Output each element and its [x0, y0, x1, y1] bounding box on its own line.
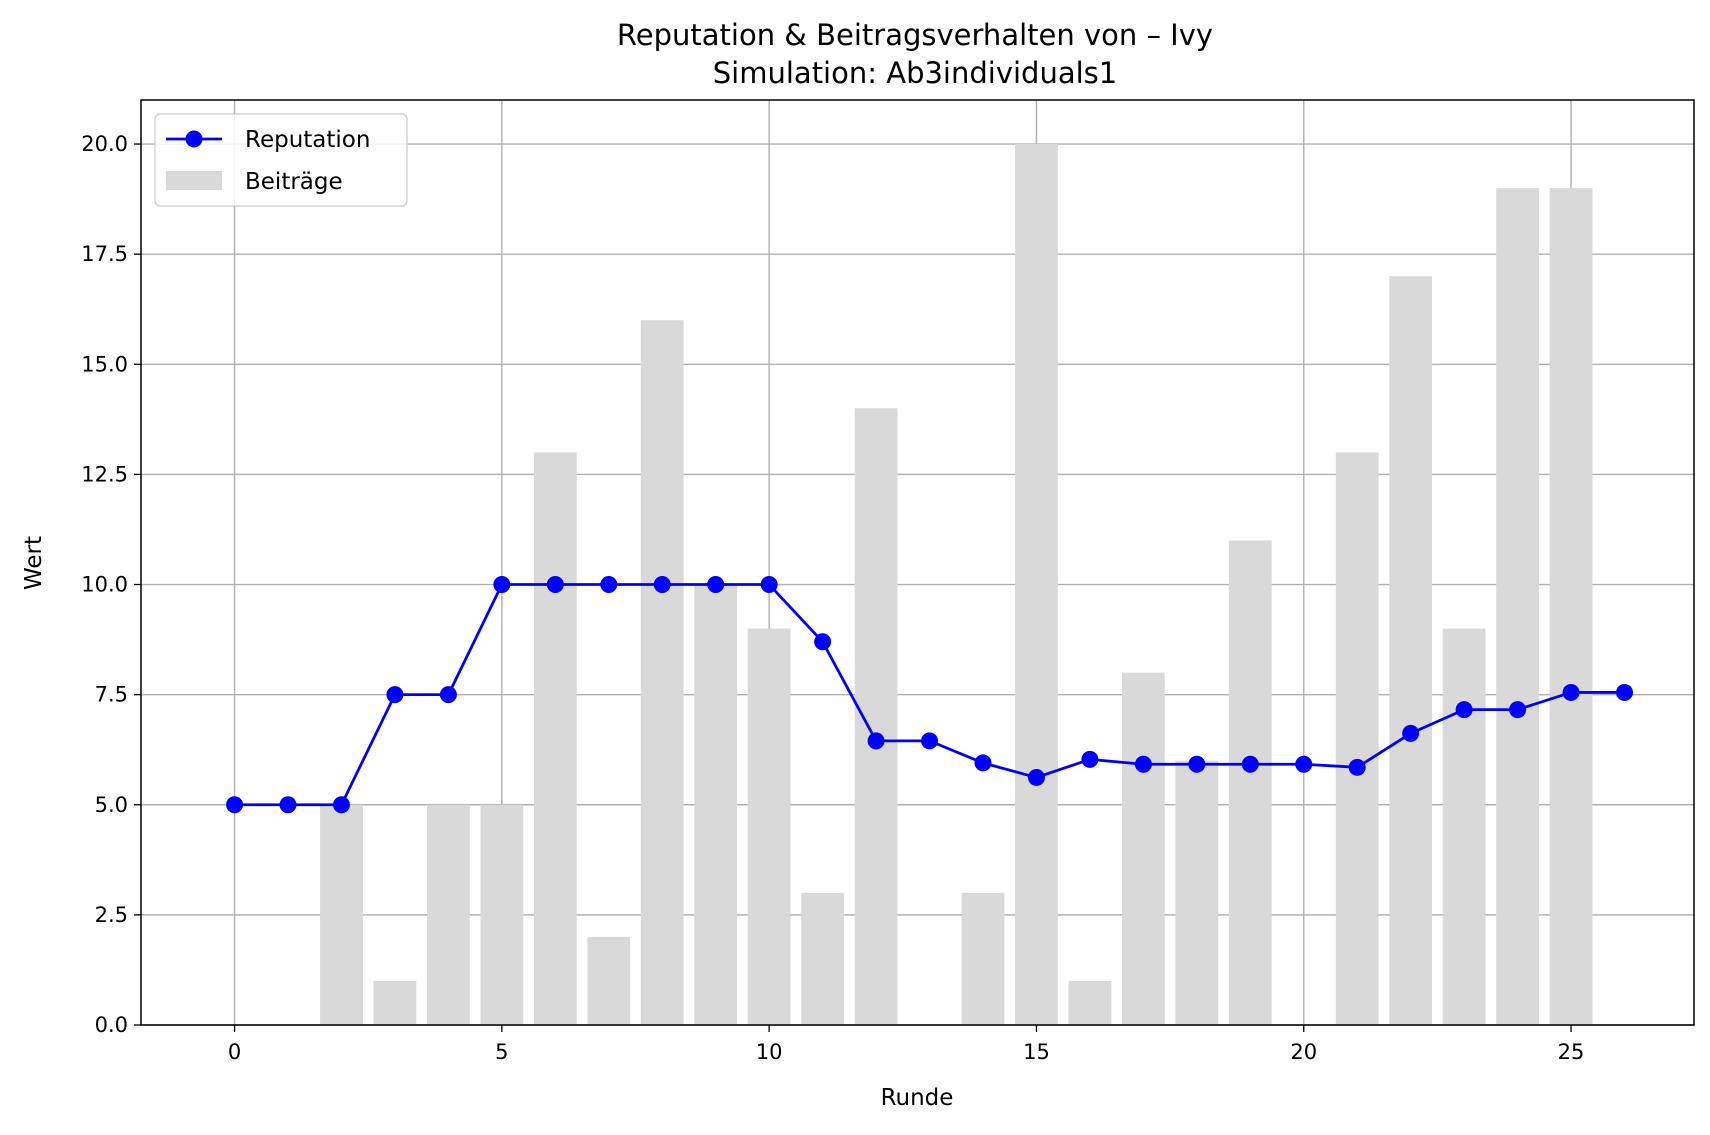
contribution-bar [427, 804, 470, 1025]
reputation-point [1348, 758, 1366, 776]
contribution-bar [694, 584, 738, 1025]
reputation-point [1134, 755, 1152, 773]
reputation-point [867, 732, 885, 750]
x-tick-label: 0 [228, 1040, 241, 1064]
reputation-point [653, 576, 671, 594]
contribution-bar [1175, 760, 1219, 1025]
contribution-bar [1015, 144, 1058, 1026]
y-tick-label: 2.5 [95, 903, 128, 927]
reputation-point [1188, 755, 1206, 773]
reputation-point [760, 576, 778, 594]
reputation-point [1562, 683, 1580, 701]
contribution-bar [587, 936, 631, 1025]
reputation-point [707, 576, 725, 594]
contribution-bar [961, 892, 1005, 1025]
contribution-bar [320, 804, 363, 1025]
x-tick-label: 15 [1023, 1040, 1050, 1064]
legend-reputation-marker-swatch [185, 130, 203, 148]
x-tick-label: 25 [1558, 1040, 1585, 1064]
y-tick-label: 0.0 [95, 1013, 128, 1037]
contribution-bar [373, 980, 417, 1025]
x-tick-label: 10 [756, 1040, 783, 1064]
contribution-bar [1228, 540, 1272, 1025]
contribution-bar [1442, 628, 1486, 1025]
contribution-bar [1389, 276, 1433, 1025]
reputation-point [600, 576, 618, 594]
reputation-point [1616, 683, 1634, 701]
chart-title: Reputation & Beitragsverhalten von – Ivy [617, 18, 1213, 52]
reputation-point [439, 686, 457, 704]
contribution-bar [533, 452, 577, 1025]
plot-frame [140, 99, 1695, 1026]
contribution-bar [854, 408, 898, 1025]
y-tick-label: 20.0 [81, 132, 128, 156]
reputation-point [1295, 755, 1313, 773]
legend-beitraege-bar-swatch [166, 171, 222, 190]
chart-subtitle: Simulation: Ab3individuals1 [713, 56, 1117, 90]
reputation-point [1402, 724, 1420, 742]
legend-label-reputation: Reputation [245, 127, 370, 153]
y-tick-label: 7.5 [95, 683, 128, 707]
reputation-point [226, 796, 244, 814]
reputation-point [386, 686, 404, 704]
contribution-bar [1549, 188, 1593, 1026]
reputation-point [1509, 701, 1527, 719]
bar-series [320, 144, 1593, 1026]
y-tick-label: 12.5 [81, 462, 128, 486]
contribution-bar [747, 628, 791, 1025]
reputation-point [814, 633, 832, 651]
reputation-point [279, 796, 297, 814]
axis-ticks: 0 5 10 15 20 25 0.0 2.5 5.0 7.5 10.0 12.5 15.0 17.5 20… [81, 132, 1584, 1064]
contribution-bar [640, 320, 684, 1025]
y-tick-label: 5.0 [95, 793, 128, 817]
reputation-point [1455, 701, 1473, 719]
contribution-bar [480, 804, 524, 1025]
x-tick-label: 5 [495, 1040, 508, 1064]
contribution-bar [1496, 188, 1539, 1026]
reputation-point [1241, 755, 1259, 773]
y-tick-label: 10.0 [81, 573, 128, 597]
reputation-point [1027, 768, 1045, 786]
reputation-point [921, 732, 939, 750]
reputation-point [332, 796, 350, 814]
y-axis-label: Wert [21, 536, 47, 590]
contribution-bar [1121, 672, 1165, 1025]
reputation-point [974, 754, 992, 772]
y-tick-label: 17.5 [81, 242, 128, 266]
reputation-point [493, 576, 511, 594]
legend-label-beitraege: Beiträge [245, 169, 343, 195]
x-axis-label: Runde [881, 1085, 954, 1111]
contribution-bar [801, 892, 844, 1025]
legend: Reputation Beiträge [154, 113, 408, 207]
y-tick-label: 15.0 [81, 352, 128, 376]
contribution-bar [1335, 452, 1379, 1025]
x-tick-label: 20 [1290, 1040, 1317, 1064]
reputation-point [546, 576, 564, 594]
contribution-bar [1068, 980, 1112, 1025]
line-series [226, 576, 1634, 814]
reputation-point [1081, 750, 1099, 768]
